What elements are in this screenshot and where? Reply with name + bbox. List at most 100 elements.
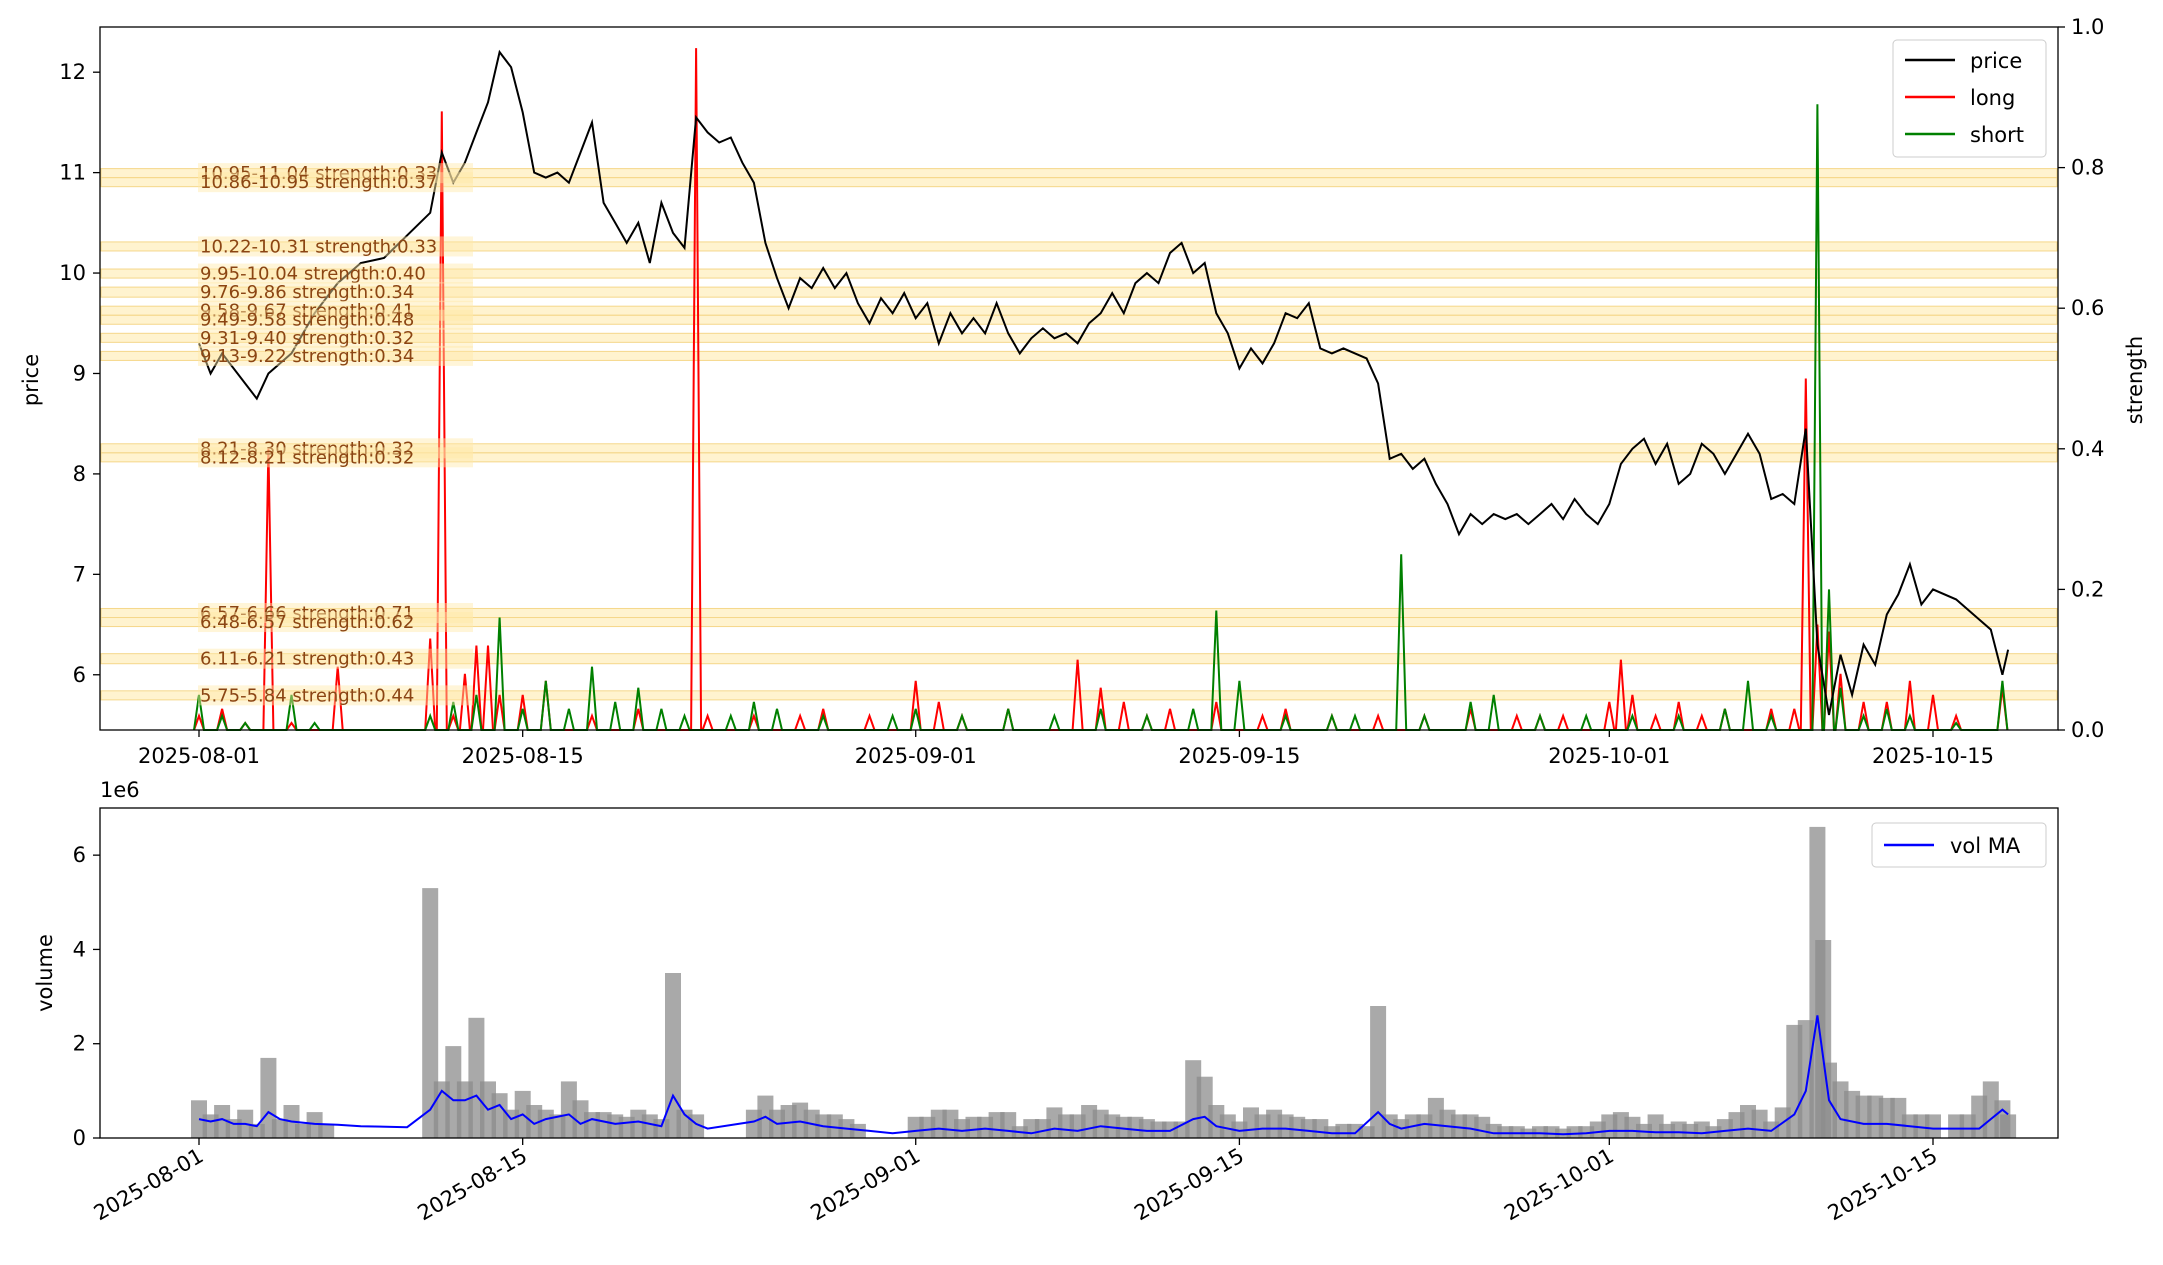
volume-panel-frame [99, 807, 2059, 1139]
zone-band [100, 653, 2058, 665]
vol-ma-series-line [198, 1015, 2009, 1136]
price-x-tick-label: 2025-08-15 [462, 744, 584, 768]
zone-band [100, 241, 2058, 252]
legend-vol-ma-label: vol MA [1950, 834, 2021, 858]
volume-tick-label: 0 [73, 1126, 86, 1150]
zone-label-bg [198, 282, 473, 303]
zone-label: 10.22-10.31 strength:0.33 [200, 236, 437, 257]
volume-tick-label: 6 [73, 843, 86, 867]
zone-band [100, 177, 2058, 188]
volume-bar [422, 888, 439, 1138]
zone-label: 9.13-9.22 strength:0.34 [200, 346, 414, 367]
volume-bar [849, 1123, 866, 1138]
zone-label: 6.57-6.66 strength:0.71 [200, 603, 414, 624]
price-x-tick-label: 2025-10-01 [1548, 744, 1670, 768]
volume-bar [1497, 1126, 1514, 1138]
volume-axis-label: volume [33, 934, 57, 1012]
support-resistance-zones [100, 168, 2058, 701]
zone-band [100, 452, 2058, 463]
zone-label: 9.58-9.67 strength:0.41 [200, 301, 414, 322]
price-tick-label: 11 [59, 161, 86, 185]
strength-tick-label: 0.6 [2071, 296, 2104, 320]
strength-tick-label: 0.4 [2071, 437, 2104, 461]
price-legend: price long short [1892, 39, 2047, 158]
price-panel-x-ticks: 2025-08-01 2025-08-15 2025-09-01 2025-09-15… [138, 730, 1994, 768]
zone-label: 10.86-10.95 strength:0.37 [200, 172, 437, 193]
price-tick-label: 7 [73, 562, 86, 586]
price-tick-label: 12 [59, 60, 86, 84]
zone-label-bg [198, 648, 473, 669]
legend-short-label: short [1970, 123, 2024, 147]
volume-bar [1532, 1126, 1548, 1138]
zone-label-bg [198, 447, 473, 468]
volume-bar [1578, 1126, 1595, 1138]
zone-label-bg [198, 603, 473, 624]
zone-label-bg [198, 685, 473, 706]
price-series-line [198, 49, 2010, 716]
zone-label-bg [198, 345, 473, 366]
strength-tick-label: 0.8 [2071, 156, 2104, 180]
volume-bar [1543, 1126, 1560, 1138]
volume-bar [318, 1123, 335, 1138]
zone-label: 5.75-5.84 strength:0.44 [200, 685, 414, 706]
volume-bar [2000, 1114, 2017, 1138]
price-tick-label: 8 [73, 462, 86, 486]
zone-band [100, 314, 2058, 325]
zone-label: 9.95-10.04 strength:0.40 [200, 264, 426, 285]
zone-label: 8.12-8.21 strength:0.32 [200, 447, 414, 468]
price-tick-label: 9 [73, 361, 86, 385]
volume-legend-box [1871, 822, 2047, 868]
volume-offset-label: 1e6 [100, 778, 140, 802]
zone-label: 6.11-6.21 strength:0.43 [200, 649, 414, 670]
volume-axis-ticks: 0 2 4 6 [73, 843, 100, 1150]
volume-tick-label: 4 [73, 937, 86, 961]
price-tick-label: 10 [59, 261, 86, 285]
volume-tick-label: 2 [73, 1032, 86, 1056]
volume-bar [1370, 1006, 1387, 1138]
zone-label-bg [198, 300, 473, 321]
volume-bar [1358, 1126, 1375, 1138]
legend-price-label: price [1970, 49, 2022, 73]
zone-band [100, 286, 2058, 298]
legend-long-label: long [1970, 86, 2015, 110]
price-panel: 6 7 8 9 10 11 12 0.0 0.2 0.4 0.6 0.8 1.0 2025-08-01… [19, 15, 2147, 768]
strength-axis-label: strength [2123, 336, 2147, 424]
strength-axis-ticks: 0.0 0.2 0.4 0.6 0.8 1.0 [2058, 15, 2104, 742]
zone-label-bg [198, 612, 473, 633]
zone-label-bg [198, 172, 473, 193]
price-axis-label: price [19, 354, 43, 406]
zone-label-bg [198, 327, 473, 348]
zone-label: 9.31-9.40 strength:0.32 [200, 328, 414, 349]
price-legend-box [1892, 39, 2047, 158]
strength-tick-label: 0.0 [2071, 718, 2104, 742]
zone-label-bg [198, 236, 473, 257]
volume-bar [1323, 1126, 1340, 1138]
zone-band [100, 268, 2058, 279]
price-panel-frame [99, 26, 2059, 731]
zone-label-bg [198, 309, 473, 330]
zone-label-bg [198, 163, 473, 184]
zone-label: 6.48-6.57 strength:0.62 [200, 612, 414, 633]
volume-bar [665, 973, 681, 1138]
zone-band [100, 617, 2058, 628]
volume-bar [1925, 1114, 1941, 1138]
price-x-tick-label: 2025-10-15 [1872, 744, 1994, 768]
zone-label: 9.76-9.86 strength:0.34 [200, 282, 414, 303]
volume-legend: vol MA [1871, 822, 2047, 868]
zone-label: 10.95-11.04 strength:0.33 [200, 163, 437, 184]
volume-bars [191, 826, 2017, 1138]
strength-tick-label: 0.2 [2071, 577, 2104, 601]
price-x-tick-label: 2025-09-15 [1178, 744, 1300, 768]
zone-label-bg [198, 263, 473, 284]
strength-tick-label: 1.0 [2071, 15, 2104, 39]
zone-label-bg [198, 438, 473, 459]
volume-bar [1508, 1126, 1525, 1138]
price-tick-label: 6 [73, 663, 86, 687]
zone-label: 9.49-9.58 strength:0.48 [200, 310, 414, 331]
price-axis-ticks: 6 7 8 9 10 11 12 [59, 60, 100, 687]
price-x-tick-label: 2025-09-01 [855, 744, 977, 768]
price-x-tick-label: 2025-08-01 [138, 744, 260, 768]
zone-label: 8.21-8.30 strength:0.32 [200, 438, 414, 459]
